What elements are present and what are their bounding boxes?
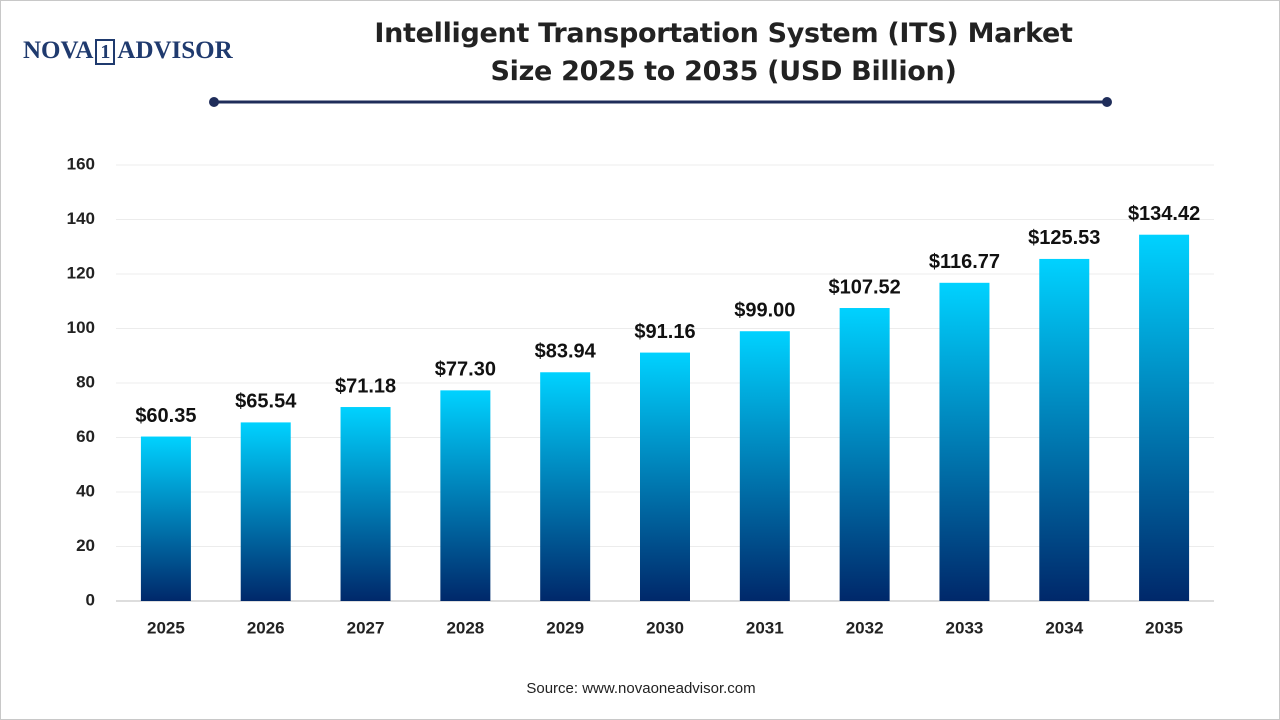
x-tick-label: 2026 [247,618,285,637]
x-tick-label: 2025 [147,618,185,637]
value-label: $77.30 [435,359,496,381]
x-tick-label: 2028 [446,618,484,637]
bar [640,352,690,601]
x-tick-label: 2030 [646,618,684,637]
x-tick-label: 2031 [746,618,784,637]
x-tick-label: 2035 [1145,618,1183,637]
bar [839,308,890,601]
value-label: $65.54 [235,391,297,413]
y-tick-label: 0 [86,590,95,609]
bar [140,436,191,601]
y-tick-label: 60 [76,427,95,446]
value-label: $125.53 [1028,227,1100,249]
x-tick-label: 2027 [347,618,385,637]
logo-right: ADVISOR [117,37,233,64]
bar [540,372,591,601]
bar [1039,258,1090,601]
rule-dot [209,97,219,107]
logo-mark: 1 [95,39,116,65]
value-label: $134.42 [1128,203,1200,225]
y-tick-label: 160 [67,154,95,173]
y-tick-label: 20 [76,536,95,555]
bar [440,390,491,601]
x-tick-label: 2032 [846,618,884,637]
x-tick-label: 2029 [546,618,584,637]
bar [340,407,391,601]
value-label: $71.18 [335,375,396,397]
bar [939,282,990,601]
logo: NOVA 1 ADVISOR [23,37,233,65]
x-tick-label: 2033 [946,618,984,637]
rule-dot [1102,97,1112,107]
value-label: $91.16 [634,321,695,343]
x-tick-label: 2034 [1045,618,1083,637]
logo-left: NOVA [23,37,94,64]
value-label: $107.52 [828,276,900,298]
y-tick-label: 80 [76,372,95,391]
value-label: $116.77 [929,251,1000,273]
value-label: $99.00 [734,300,795,322]
value-label: $83.94 [535,341,597,363]
bar [739,331,790,601]
y-tick-label: 140 [67,209,95,228]
value-label: $60.35 [135,405,196,427]
y-tick-label: 40 [76,481,95,500]
y-tick-label: 100 [67,318,95,337]
bar [240,422,291,601]
chart-title: Intelligent Transportation System (ITS) … [374,18,1073,87]
bar [1139,234,1190,601]
y-tick-label: 120 [67,263,95,282]
source: Source: www.novaoneadvisor.com [526,680,756,697]
